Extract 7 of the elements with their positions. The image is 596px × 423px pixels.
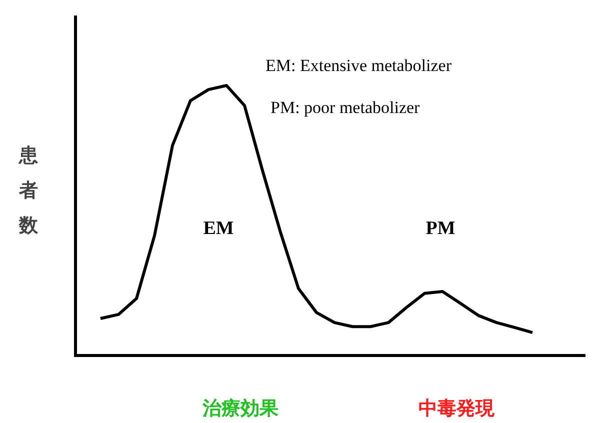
- text: 治療効果: [202, 398, 280, 420]
- text: EM: Extensive metabolizer: [266, 56, 452, 75]
- annotation: EM: [203, 218, 234, 239]
- annotation: PM: poor metabolizer: [270, 98, 420, 117]
- y-axis-title: 患者数: [18, 144, 39, 237]
- text: 中毒発現: [418, 398, 496, 420]
- annotation: PM: [426, 218, 456, 239]
